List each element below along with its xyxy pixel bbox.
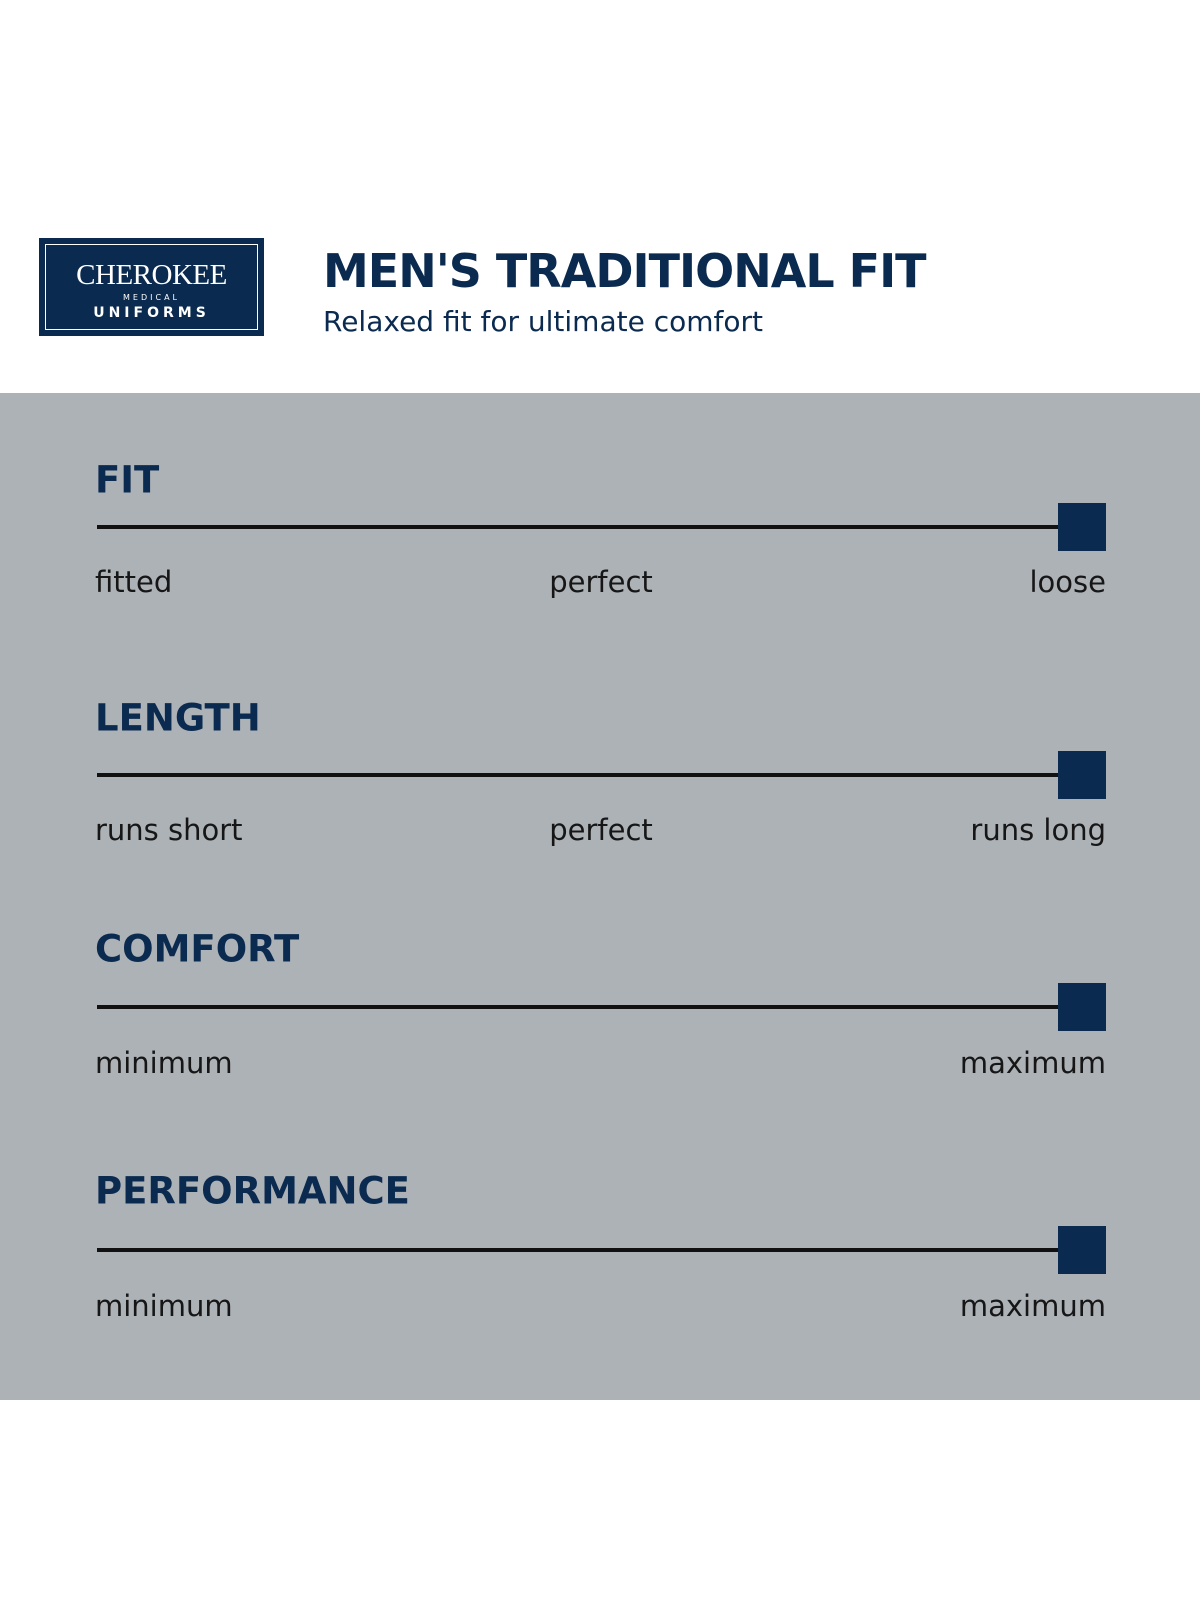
scale-title: FIT — [95, 458, 160, 502]
logo-frame: CHEROKEE MEDICAL UNIFORMS — [45, 244, 258, 330]
subtitle: Relaxed fit for ultimate comfort — [323, 305, 763, 338]
scale-marker — [1058, 503, 1106, 551]
scale-label-right: maximum — [959, 1289, 1106, 1323]
scale-marker — [1058, 1226, 1106, 1274]
scale-label-middle: perfect — [549, 813, 653, 847]
scale-label-left: minimum — [95, 1046, 233, 1080]
scale-title: PERFORMANCE — [95, 1169, 410, 1213]
scale-label-left: fitted — [95, 565, 173, 599]
scale-label-right: runs long — [970, 813, 1106, 847]
logo: CHEROKEE MEDICAL UNIFORMS — [39, 238, 264, 336]
scale-track — [97, 773, 1072, 777]
scale-marker — [1058, 751, 1106, 799]
scale-track — [97, 525, 1072, 529]
scale-label-left: runs short — [95, 813, 243, 847]
logo-brand: CHEROKEE — [76, 259, 227, 291]
scale-title: COMFORT — [95, 927, 300, 971]
scale-title: LENGTH — [95, 696, 261, 740]
scale-panel — [0, 393, 1200, 1400]
scale-label-middle: perfect — [549, 565, 653, 599]
scale-label-left: minimum — [95, 1289, 233, 1323]
scale-label-right: maximum — [959, 1046, 1106, 1080]
logo-sub: MEDICAL — [123, 293, 180, 302]
logo-sub: UNIFORMS — [93, 305, 210, 321]
title: MEN'S TRADITIONAL FIT — [323, 244, 927, 298]
scale-track — [97, 1005, 1072, 1009]
scale-label-right: loose — [1029, 565, 1107, 599]
scale-marker — [1058, 983, 1106, 1031]
scale-track — [97, 1248, 1072, 1252]
